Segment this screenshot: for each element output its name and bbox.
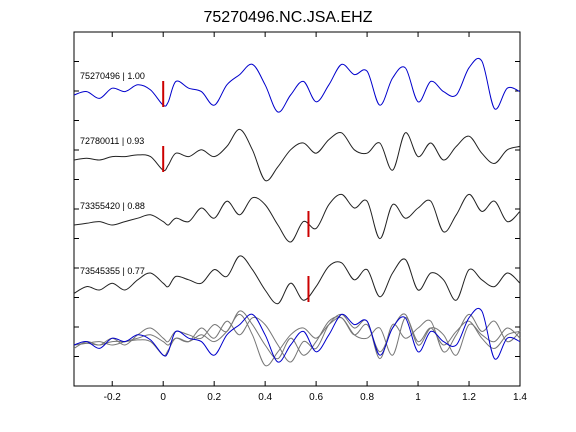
x-tick-label: 0.4	[258, 392, 272, 403]
x-tick-label: 0	[160, 392, 166, 403]
x-tick-label: 1.4	[513, 392, 527, 403]
x-axis-ticks: -0.2 0 0.2 0.4 0.6 0.8 1 1.2 1.4	[104, 32, 527, 403]
trace-label: 73545355 | 0.77	[80, 266, 145, 276]
trace-label: 75270496 | 1.00	[80, 71, 145, 81]
overlay-trace	[73, 313, 521, 363]
chart-title: 75270496.NC.JSA.EHZ	[204, 9, 373, 26]
trace-line	[73, 255, 521, 305]
x-tick-label: 1.2	[462, 392, 476, 403]
x-tick-label: 1	[415, 392, 421, 403]
overlay-trace	[73, 307, 521, 363]
trace-line	[73, 57, 521, 113]
overlay-trace	[73, 313, 521, 367]
overlay-group	[73, 307, 521, 367]
overlay-trace	[73, 310, 521, 360]
x-tick-label: 0.6	[309, 392, 323, 403]
trace-label: 72780011 | 0.93	[80, 136, 144, 146]
x-tick-label: 0.8	[360, 392, 374, 403]
x-tick-label: -0.2	[104, 392, 122, 403]
x-tick-label: 0.2	[207, 392, 221, 403]
trace-label: 73355420 | 0.88	[80, 201, 145, 211]
trace-line	[73, 193, 521, 243]
traces-group: 75270496 | 1.00 72780011 | 0.93 73355420 |…	[73, 57, 521, 305]
trace-line	[73, 128, 521, 182]
